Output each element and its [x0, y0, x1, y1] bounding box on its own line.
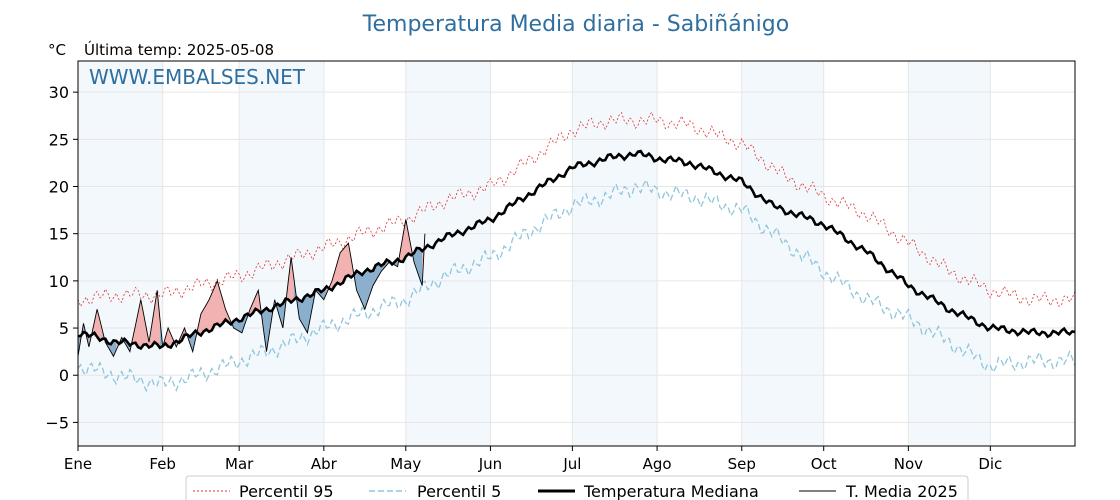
y-axis: −5 0 5 10 15 20 25 30: [45, 83, 78, 432]
legend-box: [185, 475, 969, 500]
legend-label-p95: Percentil 95: [239, 482, 334, 500]
month-band: [239, 61, 324, 446]
fill-above-median: [285, 257, 294, 305]
x-tick-label: Mar: [225, 455, 254, 473]
x-tick-label: Jul: [562, 455, 581, 473]
series-line-current: [77, 219, 426, 358]
x-tick-label: Jun: [478, 455, 502, 473]
legend-label-current: T. Media 2025: [845, 482, 958, 500]
fill-below-median: [261, 308, 272, 352]
x-tick-label: Dic: [978, 455, 1002, 473]
y-tick-label: 10: [49, 272, 69, 291]
month-band: [572, 61, 658, 446]
watermark: WWW.EMBALSES.NET: [89, 65, 306, 89]
legend: Percentil 95 Percentil 5 Temperatura Med…: [185, 475, 969, 500]
chart-title: Temperatura Media diaria - Sabiñánigo: [362, 12, 789, 37]
x-axis: Ene Feb Mar Abr May Jun Jul Ago Sep Oct Nov Dic: [64, 446, 1002, 473]
y-tick-label: 30: [49, 83, 69, 102]
fill-below-median: [274, 298, 286, 328]
x-tick-label: May: [390, 455, 421, 473]
series-line-p95: [77, 111, 1076, 308]
fill-above-median: [247, 290, 261, 317]
legend-label-p5: Percentil 5: [417, 482, 501, 500]
x-tick-label: Feb: [149, 455, 176, 473]
y-tick-label: −5: [45, 413, 69, 432]
series-lines: [77, 111, 1076, 393]
y-tick-label: 0: [59, 366, 69, 385]
y-unit-label: °C: [48, 41, 66, 59]
x-tick-label: Abr: [311, 455, 338, 473]
plot-frame: [77, 60, 1076, 447]
y-tick-label: 25: [49, 130, 69, 149]
fill-below-median: [353, 259, 390, 310]
x-tick-label: Ago: [643, 455, 672, 473]
fill-above-median: [326, 243, 354, 294]
x-tick-label: Ene: [64, 455, 92, 473]
fill-below-median: [293, 277, 327, 333]
fill-below-median: [411, 247, 423, 286]
month-band: [78, 61, 163, 446]
month-band: [741, 61, 824, 446]
month-bands: [78, 61, 991, 446]
x-tick-label: Sep: [728, 455, 756, 473]
x-tick-label: Oct: [811, 455, 837, 473]
fill-above-median: [195, 280, 231, 340]
x-tick-label: Nov: [894, 455, 923, 473]
y-tick-label: 15: [49, 225, 69, 244]
y-tick-label: 5: [59, 319, 69, 338]
month-band: [908, 61, 991, 446]
legend-label-median: Temperatura Mediana: [583, 482, 759, 500]
y-tick-label: 20: [49, 178, 69, 197]
last-temp-label: Última temp: 2025-05-08: [84, 40, 274, 59]
series-line-median: [77, 149, 1076, 351]
